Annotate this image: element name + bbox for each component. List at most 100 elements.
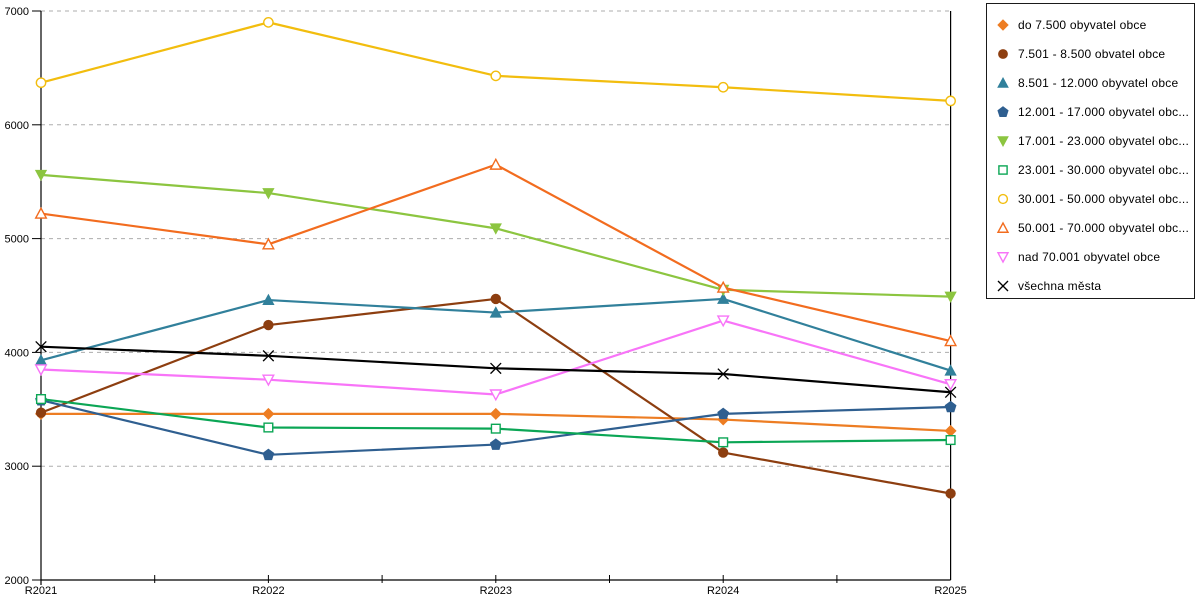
triangle-up-marker-icon xyxy=(997,76,1009,88)
series-line xyxy=(39,173,952,298)
series-8 xyxy=(34,315,958,402)
data-point-marker xyxy=(717,368,729,380)
triangle-down-marker-icon xyxy=(996,251,1010,263)
data-point-marker xyxy=(997,193,1009,204)
data-point-marker xyxy=(944,364,957,376)
series-line xyxy=(39,345,952,394)
data-point-marker xyxy=(997,135,1009,147)
legend-item-label: 17.001 - 23.000 obyvatel obc... xyxy=(1018,133,1189,148)
legend-item: 8.501 - 12.000 obyvatel obce xyxy=(987,68,1194,97)
circle-marker-icon xyxy=(997,193,1009,204)
data-point-marker xyxy=(944,386,957,398)
data-point-marker xyxy=(945,434,956,446)
series-1 xyxy=(35,293,956,499)
data-point-marker xyxy=(489,407,502,420)
data-point-marker xyxy=(997,280,1009,291)
data-point-marker xyxy=(261,374,275,387)
data-point-marker xyxy=(34,364,48,377)
chart-legend: do 7.500 obyvatel obce 7.501 - 8.500 obva… xyxy=(986,3,1195,299)
data-point-marker xyxy=(263,422,274,433)
legend-item: 30.001 - 50.000 obyvatel obc... xyxy=(987,184,1194,213)
square-marker-icon xyxy=(998,164,1008,175)
legend-item-label: do 7.500 obyvatel obce xyxy=(1018,17,1147,32)
data-point-marker xyxy=(996,251,1010,263)
data-point-marker xyxy=(944,424,957,437)
data-point-marker xyxy=(718,437,729,448)
data-point-marker xyxy=(718,447,729,458)
data-point-marker xyxy=(944,291,957,303)
y-axis-label: 5000 xyxy=(5,234,29,246)
data-point-marker xyxy=(997,76,1009,88)
data-point-marker xyxy=(262,407,275,420)
data-point-marker xyxy=(945,488,956,499)
data-point-marker xyxy=(490,362,502,375)
x-axis-label: R2022 xyxy=(252,585,284,597)
data-point-marker xyxy=(717,407,730,420)
data-point-marker xyxy=(489,223,502,235)
series-4 xyxy=(34,169,957,303)
x-axis-label: R2021 xyxy=(25,585,57,597)
series-7 xyxy=(34,157,958,347)
series-5 xyxy=(35,394,956,448)
data-point-marker xyxy=(35,407,47,418)
y-axis-label: 6000 xyxy=(5,120,29,132)
circle-marker-icon xyxy=(998,48,1008,59)
data-point-marker xyxy=(716,280,730,293)
data-point-marker xyxy=(716,315,730,328)
x-axis-label: R2025 xyxy=(934,585,966,597)
data-point-marker xyxy=(261,237,275,250)
data-point-marker xyxy=(717,292,730,304)
y-axis-label: 7000 xyxy=(5,6,29,18)
data-point-marker xyxy=(262,293,275,306)
triangle-down-marker-icon xyxy=(997,135,1009,147)
data-point-marker xyxy=(490,70,502,82)
x-axis-label: R2024 xyxy=(707,585,739,597)
data-point-marker xyxy=(998,164,1008,175)
data-point-marker xyxy=(262,448,275,461)
data-point-marker xyxy=(997,18,1009,31)
series-6 xyxy=(35,17,956,107)
legend-item-label: 23.001 - 30.000 obyvatel obc... xyxy=(1018,162,1189,177)
legend-item-label: 50.001 - 70.000 obyvatel obc... xyxy=(1018,220,1189,235)
legend-item: 50.001 - 70.000 obyvatel obc... xyxy=(987,213,1194,242)
y-axis-label: 2000 xyxy=(5,575,29,587)
legend-item-label: nad 70.001 obyvatel obce xyxy=(1018,249,1161,264)
legend-item-label: 30.001 - 50.000 obyvatel obc... xyxy=(1018,191,1189,206)
triangle-up-marker-icon xyxy=(996,221,1010,233)
legend-item-label: 12.001 - 17.000 obyvatel obc... xyxy=(1018,104,1189,119)
series-9 xyxy=(35,340,957,398)
data-point-marker xyxy=(944,400,957,413)
legend-item: nad 70.001 obyvatel obce xyxy=(987,242,1194,271)
data-point-marker xyxy=(944,379,958,392)
data-point-marker xyxy=(35,77,47,89)
pentagon-marker-icon xyxy=(997,105,1009,117)
legend-item: 23.001 - 30.000 obyvatel obc... xyxy=(987,155,1194,184)
y-axis-label: 4000 xyxy=(5,347,29,359)
data-point-marker xyxy=(35,340,47,353)
data-point-marker xyxy=(996,221,1010,233)
data-point-marker xyxy=(489,389,503,402)
data-point-marker xyxy=(263,319,274,331)
data-point-marker xyxy=(263,17,274,28)
data-point-marker xyxy=(489,157,503,170)
data-point-marker xyxy=(489,438,502,450)
data-point-marker xyxy=(34,206,48,219)
y-axis-label: 3000 xyxy=(5,461,29,473)
series-line xyxy=(39,21,952,103)
data-point-marker xyxy=(490,293,501,305)
legend-item: 17.001 - 23.000 obyvatel obc... xyxy=(987,126,1194,155)
data-point-marker xyxy=(945,95,956,107)
data-point-marker xyxy=(998,48,1008,59)
series-2 xyxy=(34,292,957,376)
legend-item-label: 7.501 - 8.500 obvatel obce xyxy=(1018,46,1166,61)
data-point-marker xyxy=(34,169,48,182)
diamond-marker-icon xyxy=(997,18,1009,31)
data-point-marker xyxy=(944,334,958,347)
legend-item-label: všechna města xyxy=(1018,278,1102,293)
legend-item: do 7.500 obyvatel obce xyxy=(987,10,1194,39)
legend-item-label: 8.501 - 12.000 obyvatel obce xyxy=(1018,75,1179,90)
legend-item: 7.501 - 8.500 obvatel obce xyxy=(987,39,1194,68)
data-point-marker xyxy=(490,423,501,434)
data-point-marker xyxy=(717,81,729,93)
